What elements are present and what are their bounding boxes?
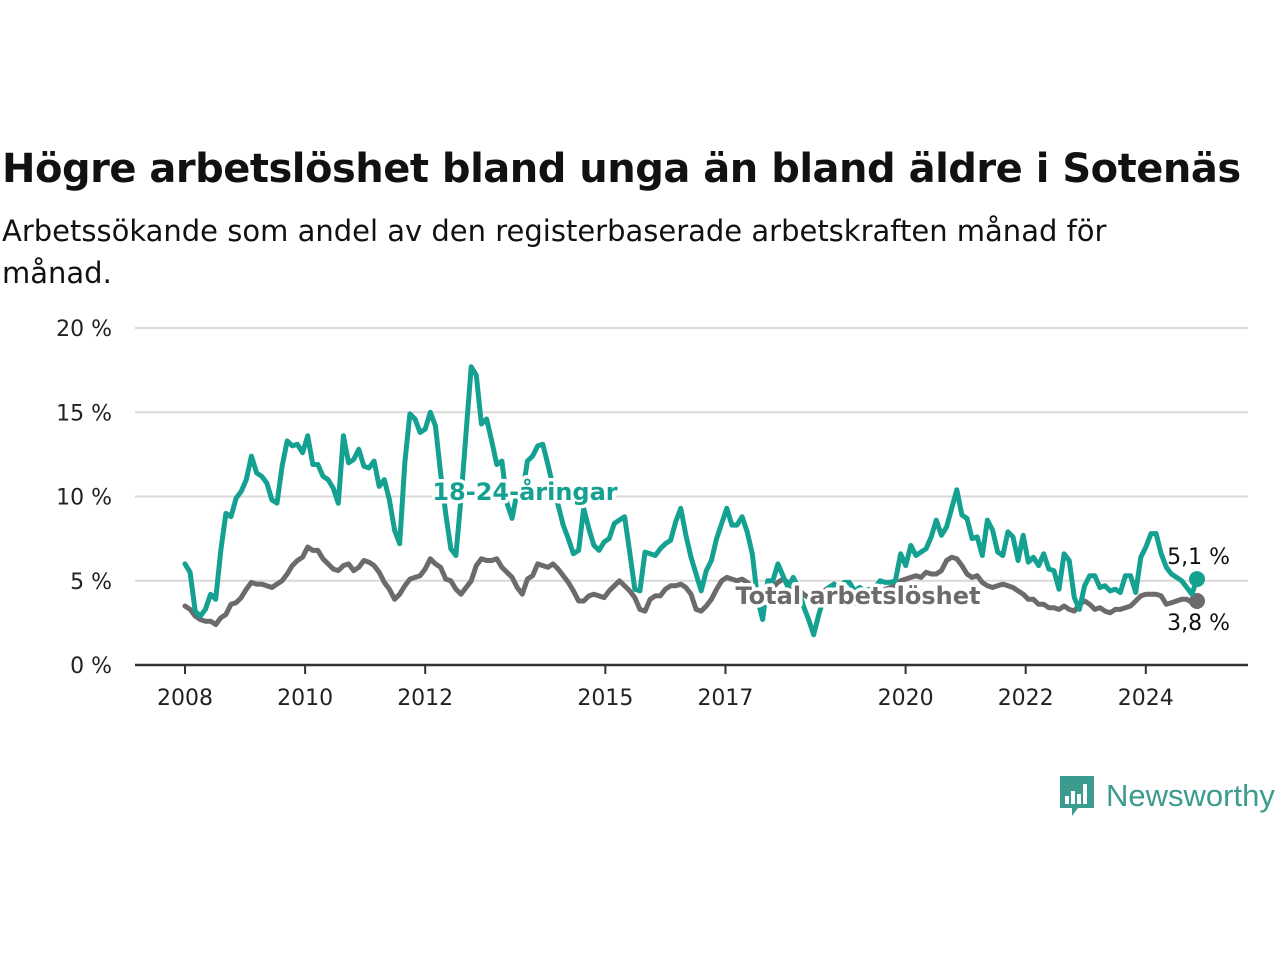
series-line <box>182 364 1200 638</box>
series-end-marker <box>1189 571 1205 588</box>
chart-subtitle: Arbetssökande som andel av den registerb… <box>2 214 1107 290</box>
x-axis-ticks: 2008 2010 2012 2015 2017 2020 2022 2024 <box>157 665 1174 711</box>
series-end-label: 3,8 % <box>1167 611 1230 636</box>
series-label-halo: Total arbetslöshet <box>735 582 980 610</box>
series-lines <box>182 364 1205 638</box>
y-axis-ticks: 0 % 5 % 10 % 15 % 20 % <box>56 317 112 679</box>
x-tick-label: 2008 <box>157 686 213 711</box>
series-line <box>182 544 1200 628</box>
x-tick-label: 2020 <box>878 686 934 711</box>
newsworthy-logo: Newsworthy <box>1058 774 1275 818</box>
x-tick-label: 2024 <box>1118 686 1174 711</box>
y-tick-label: 15 % <box>56 401 112 426</box>
x-tick-label: 2022 <box>998 686 1054 711</box>
x-tick-label: 2015 <box>577 686 633 711</box>
x-tick-label: 2017 <box>697 686 753 711</box>
series-label: 18-24-åringar <box>432 477 617 506</box>
series-end-marker <box>1189 592 1205 609</box>
x-tick-label: 2012 <box>397 686 453 711</box>
y-tick-label: 20 % <box>56 317 112 342</box>
series-label-halo: 18-24-åringar <box>432 477 617 506</box>
series-label: Total arbetslöshet <box>735 582 980 610</box>
y-tick-label: 0 % <box>70 654 112 679</box>
chart-title: Högre arbetslöshet bland unga än bland ä… <box>2 146 1241 192</box>
logo-text: Newsworthy <box>1106 778 1275 813</box>
bar-chart-speech-bubble-icon <box>1060 776 1094 816</box>
y-tick-label: 10 % <box>56 486 112 511</box>
x-tick-label: 2010 <box>277 686 333 711</box>
series-end-label: 5,1 % <box>1167 545 1230 570</box>
y-tick-label: 5 % <box>70 570 112 595</box>
